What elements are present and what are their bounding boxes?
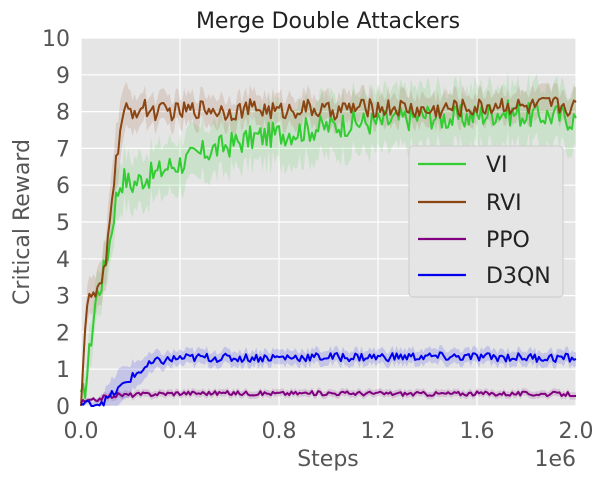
x-tick-labels: 0.0 0.4 0.8 1.2 1.6 2.0 xyxy=(64,419,594,444)
legend-box xyxy=(408,145,564,298)
y-tick-label: 2 xyxy=(56,321,70,346)
series-lines xyxy=(80,96,577,407)
band-ppo xyxy=(81,387,576,405)
legend-label-rvi: RVI xyxy=(486,191,522,216)
y-tick-label: 9 xyxy=(56,64,70,89)
x-tick-label: 1.2 xyxy=(361,419,396,444)
legend-label-vi: VI xyxy=(486,153,508,178)
y-tick-label: 6 xyxy=(56,174,70,199)
y-tick-label: 0 xyxy=(56,395,70,420)
y-tick-label: 4 xyxy=(56,248,70,273)
line-d3qn xyxy=(80,351,577,407)
y-tick-label: 5 xyxy=(56,211,70,236)
y-tick-label: 3 xyxy=(56,285,70,310)
x-tick-label: 0.0 xyxy=(64,419,99,444)
y-tick-label: 8 xyxy=(56,101,70,126)
y-axis-label: Critical Reward xyxy=(10,139,35,305)
legend: VI RVI PPO D3QN xyxy=(408,145,564,298)
band-d3qn xyxy=(81,345,576,406)
x-tick-label: 0.4 xyxy=(163,419,198,444)
y-tick-labels: 0 1 2 3 4 5 6 7 8 9 10 xyxy=(42,27,70,420)
chart-title: Merge Double Attackers xyxy=(196,9,460,34)
legend-label-ppo: PPO xyxy=(486,228,530,253)
x-tick-label: 0.8 xyxy=(262,419,297,444)
x-axis-label: Steps xyxy=(297,447,359,472)
legend-label-d3qn: D3QN xyxy=(486,264,551,289)
x-tick-label: 2.0 xyxy=(559,419,594,444)
y-tick-label: 1 xyxy=(56,358,70,383)
y-tick-label: 10 xyxy=(42,27,70,52)
line-ppo xyxy=(80,390,576,404)
x-tick-label: 1.6 xyxy=(460,419,495,444)
y-tick-label: 7 xyxy=(56,137,70,162)
line-vi xyxy=(80,99,577,399)
line-rvi xyxy=(80,96,577,407)
x-offset-label: 1e6 xyxy=(534,447,576,472)
